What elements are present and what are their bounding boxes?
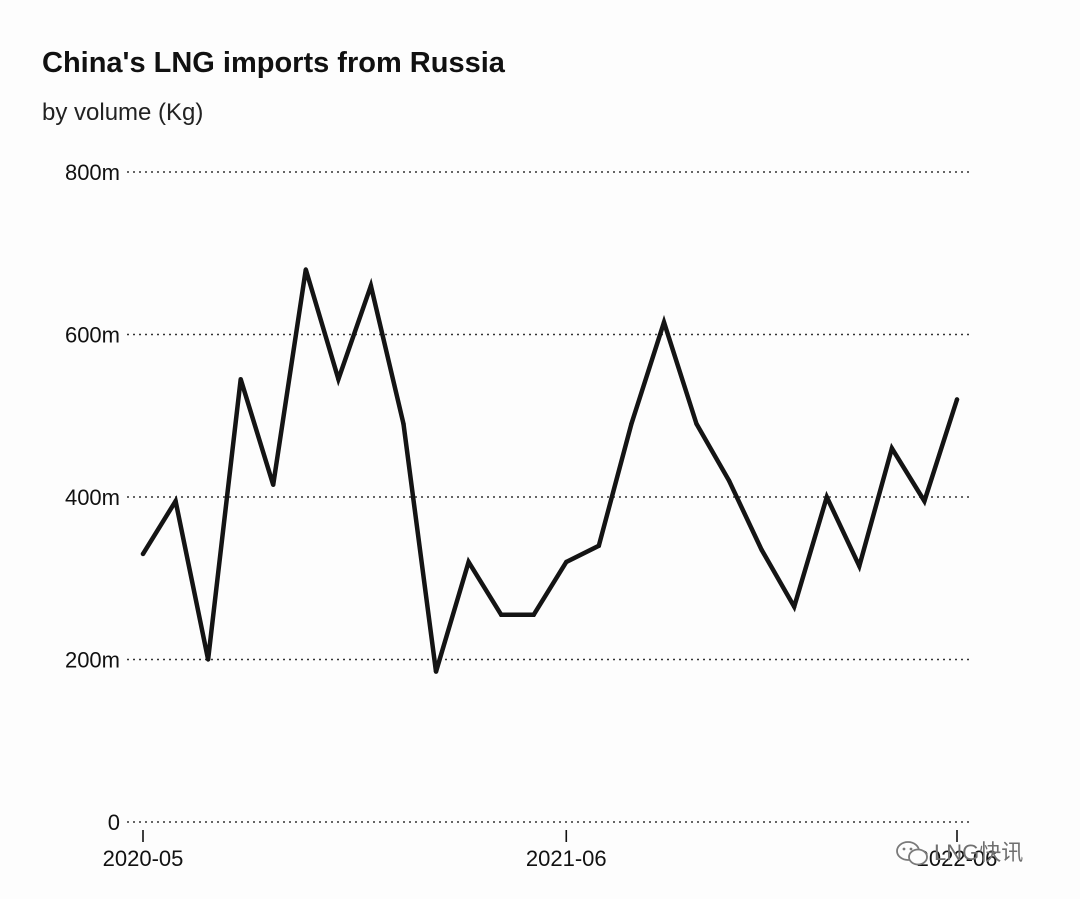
data-point xyxy=(368,283,374,288)
data-point xyxy=(205,657,211,662)
y-tick-label: 600m xyxy=(65,323,120,348)
data-point xyxy=(336,376,341,382)
watermark-text: LNG快讯 xyxy=(934,840,1023,865)
wechat-icon xyxy=(896,841,928,866)
grid xyxy=(127,171,972,823)
y-tick-label: 400m xyxy=(65,485,120,510)
data-point xyxy=(173,498,178,504)
x-tick-label: 2021-06 xyxy=(526,846,607,871)
data-point xyxy=(824,494,829,500)
data-point xyxy=(857,563,862,569)
x-tick-label: 2020-05 xyxy=(103,846,184,871)
data-point xyxy=(726,478,732,483)
data-point xyxy=(238,376,243,382)
data-point xyxy=(596,543,602,548)
y-axis: 0 200m 400m 600m 800m xyxy=(65,160,120,835)
data-point xyxy=(792,604,797,609)
data-point xyxy=(433,669,439,674)
data-point xyxy=(140,551,146,557)
data-point xyxy=(661,320,667,325)
data-point xyxy=(629,421,634,427)
data-point xyxy=(889,446,895,451)
data-point xyxy=(954,397,960,402)
chart-subtitle: by volume (Kg) xyxy=(42,99,203,126)
data-point xyxy=(271,482,276,488)
watermark: LNG快讯 xyxy=(896,840,1023,866)
chart-title: China's LNG imports from Russia xyxy=(42,47,506,79)
data-point xyxy=(531,612,536,618)
data-point xyxy=(759,547,764,553)
y-tick-label: 800m xyxy=(65,160,120,185)
x-tick-label: 2022-06 xyxy=(917,846,998,871)
y-tick-label: 0 xyxy=(108,810,120,835)
data-point xyxy=(401,421,406,427)
data-point xyxy=(564,559,569,565)
data-point xyxy=(303,267,308,272)
x-axis: 2020-05 2021-06 2022-06 xyxy=(103,830,998,871)
series-line xyxy=(140,268,960,673)
data-point xyxy=(498,612,504,618)
data-point xyxy=(466,559,471,565)
plot-area xyxy=(140,267,960,674)
data-point xyxy=(922,498,927,504)
data-point xyxy=(694,421,699,427)
y-tick-label: 200m xyxy=(65,648,120,673)
